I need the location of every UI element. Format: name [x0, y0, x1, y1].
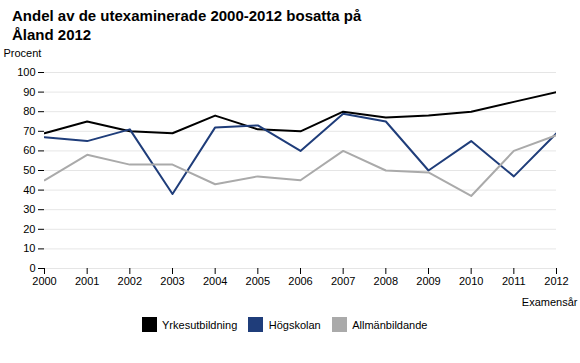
svg-text:2005: 2005 [246, 275, 270, 287]
svg-text:70: 70 [23, 125, 35, 137]
svg-text:100: 100 [17, 66, 35, 78]
svg-text:2007: 2007 [331, 275, 355, 287]
svg-text:60: 60 [23, 144, 35, 156]
svg-text:2002: 2002 [118, 275, 142, 287]
html-text:Allmänbildande: Allmänbildande [352, 318, 428, 331]
html-text:Yrkesutbildning: Yrkesutbildning [162, 318, 238, 331]
svg-text:2011: 2011 [502, 275, 526, 287]
svg-text:2000: 2000 [32, 275, 56, 287]
svg-text:Examensår: Examensår [522, 296, 578, 308]
svg-text:30: 30 [23, 203, 35, 215]
html-text:Högskolan: Högskolan [268, 318, 321, 331]
svg-text:0: 0 [29, 262, 35, 274]
svg-text:2008: 2008 [374, 275, 398, 287]
svg-text:2006: 2006 [288, 275, 312, 287]
svg-text:2004: 2004 [203, 275, 227, 287]
html-text:Andel av de utexaminerade 2000: Andel av de utexaminerade 2000-2012 bosa… [12, 7, 362, 43]
svg-text:20: 20 [23, 223, 35, 235]
svg-text:10: 10 [23, 242, 35, 254]
svg-text:80: 80 [23, 105, 35, 117]
svg-text:40: 40 [23, 184, 35, 196]
svg-text:2010: 2010 [459, 275, 483, 287]
svg-text:2001: 2001 [75, 275, 99, 287]
svg-text:50: 50 [23, 164, 35, 176]
svg-text:2009: 2009 [416, 275, 440, 287]
svg-text:Procent: Procent [4, 47, 42, 59]
svg-text:90: 90 [23, 86, 35, 98]
svg-text:2012: 2012 [544, 275, 568, 287]
svg-text:2003: 2003 [160, 275, 184, 287]
